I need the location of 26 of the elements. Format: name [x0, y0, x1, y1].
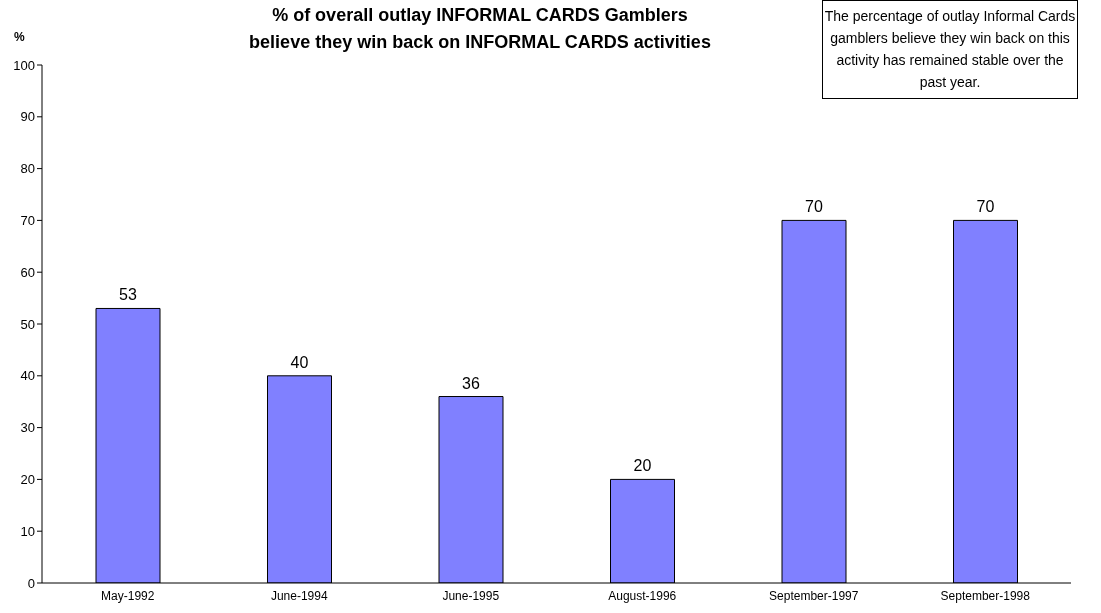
data-label: 70	[976, 198, 995, 216]
x-tick-label: September-1998	[940, 588, 1031, 603]
y-tick-label: 90	[20, 109, 35, 125]
data-label: 70	[805, 198, 823, 216]
x-tick-label: May-1992	[101, 588, 155, 603]
x-tick-label: June-1994	[270, 588, 328, 603]
y-tick-label: 60	[20, 264, 35, 280]
y-tick-label: 70	[20, 213, 35, 229]
data-label: 20	[633, 457, 652, 475]
x-tick-label: August-1996	[608, 588, 677, 603]
chart-title: % of overall outlay INFORMAL CARDS Gamblers believe they win back on INFORMAL CARDS activities	[248, 4, 712, 54]
y-tick-label: 10	[20, 523, 35, 539]
x-tick-label: September-1997	[769, 588, 859, 603]
y-tick-label: 80	[20, 161, 35, 177]
y-tick-label: 40	[20, 368, 35, 384]
data-label: 40	[290, 353, 309, 371]
annotation: The percentage of outlay Informal Cards gamblers believe they win back on this activity has remained stable over the past year.	[822, 0, 1078, 99]
y-tick-label: 30	[20, 420, 35, 436]
y-axis-title: %	[14, 30, 25, 44]
y-tick-label: 20	[20, 472, 35, 488]
data-label: 36	[462, 374, 480, 392]
data-label: 53	[119, 286, 137, 304]
x-tick-label: June-1995	[442, 588, 500, 603]
y-tick-label: 100	[13, 57, 35, 73]
y-tick-label: 50	[20, 316, 35, 332]
y-tick-label: 0	[27, 575, 35, 591]
